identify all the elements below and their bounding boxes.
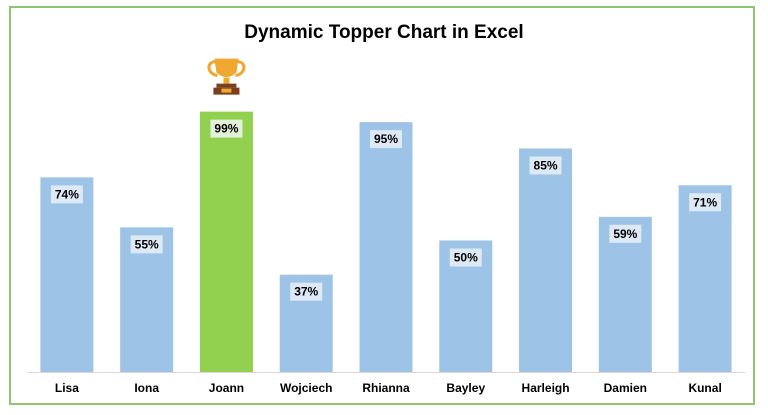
trophy-layer xyxy=(207,58,246,95)
data-label-text: 37% xyxy=(294,285,318,299)
data-label-box xyxy=(529,156,562,175)
category-labels-layer: Lisa Iona Joann Wojciech Rhianna Bayley Harlei… xyxy=(55,381,722,395)
data-label: 55% xyxy=(130,235,163,254)
category-label: Harleigh xyxy=(522,381,570,395)
data-label-box xyxy=(290,282,323,301)
data-label-text: 99% xyxy=(214,122,238,136)
bar xyxy=(519,148,573,372)
data-label-box xyxy=(370,130,402,149)
bar xyxy=(40,177,94,372)
category-label: Bayley xyxy=(446,381,485,395)
data-label-text: 95% xyxy=(374,132,398,146)
category-label: Kunal xyxy=(688,381,721,395)
data-label-box xyxy=(130,235,163,254)
data-label-box xyxy=(609,224,642,243)
data-label-text: 71% xyxy=(693,195,717,209)
topper-bar xyxy=(199,111,253,372)
data-label: 74% xyxy=(50,185,83,204)
data-label-box xyxy=(449,248,482,267)
data-labels-layer: 74% 55% 99% 37% 95% 50% 85% 59% 71% xyxy=(50,119,722,301)
bar xyxy=(678,185,732,372)
category-label: Iona xyxy=(134,381,159,395)
category-label: Joann xyxy=(209,381,244,395)
trophy-icon xyxy=(207,58,246,95)
bar xyxy=(359,122,413,373)
data-label: 50% xyxy=(449,248,482,267)
data-label: 99% xyxy=(210,119,243,138)
data-label-box xyxy=(50,185,83,204)
data-label-box xyxy=(689,193,722,212)
data-label: 95% xyxy=(370,130,402,149)
category-label: Lisa xyxy=(55,381,79,395)
category-label: Rhianna xyxy=(362,381,410,395)
data-label-text: 85% xyxy=(534,158,558,172)
chart-title: Dynamic Topper Chart in Excel xyxy=(244,22,524,43)
data-label-text: 50% xyxy=(454,251,478,265)
data-label: 59% xyxy=(609,224,642,243)
category-label: Damien xyxy=(604,381,647,395)
data-label-text: 59% xyxy=(613,227,637,241)
data-label: 85% xyxy=(529,156,562,175)
data-label-text: 55% xyxy=(135,237,159,251)
data-label: 71% xyxy=(689,193,722,212)
data-label-text: 74% xyxy=(55,187,79,201)
category-label: Wojciech xyxy=(280,381,332,395)
data-label: 37% xyxy=(290,282,323,301)
data-label-box xyxy=(210,119,243,138)
